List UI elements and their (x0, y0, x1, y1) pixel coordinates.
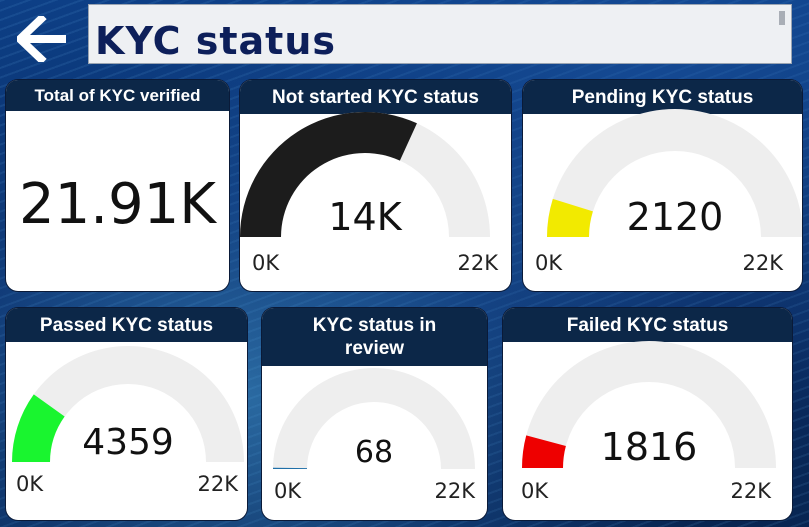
gauge-max-label: 22K (458, 251, 500, 275)
card-title: Passed KYC status (6, 308, 247, 342)
gauge-max-label: 22K (743, 251, 785, 275)
gauge-min-label: 0K (274, 479, 302, 503)
kpi-value: 21.91K (18, 172, 217, 237)
gauge-fill (273, 467, 308, 469)
gauge-track (547, 109, 802, 237)
gauge-fill (240, 112, 417, 237)
gauge-card-passed: Passed KYC status 4359 0K 22K (6, 308, 247, 520)
gauge-chart: 1816 0K 22K (521, 341, 776, 503)
gauge-value: 2120 (627, 195, 724, 239)
gauge-min-label: 0K (535, 251, 563, 275)
gauge-card-pending: Pending KYC status 2120 0K 22K (523, 80, 802, 291)
card-title: Total of KYC verified (6, 80, 229, 111)
gauge-card-not-started: Not started KYC status 14K 0K 22K (240, 80, 511, 291)
gauge-min-label: 0K (252, 251, 280, 275)
gauge-min-label: 0K (521, 479, 549, 503)
arrow-left-icon (17, 16, 66, 62)
gauge-value: 14K (328, 195, 402, 239)
gauge-fill (522, 435, 566, 468)
gauge-max-label: 22K (435, 479, 477, 503)
title-bar: KYC status (88, 4, 792, 64)
kpi-card-total-verified: Total of KYC verified 21.91K (6, 80, 229, 291)
card-title: Pending KYC status (523, 80, 802, 114)
gauge-track (273, 368, 475, 469)
card-title: Not started KYC status (240, 80, 511, 114)
gauge-track (522, 341, 776, 468)
gauge-value: 4359 (82, 422, 174, 463)
gauge-chart: 68 0K 22K (273, 368, 477, 503)
gauge-fill (547, 198, 593, 237)
gauge-chart: 2120 0K 22K (535, 109, 802, 275)
gauge-chart: 4359 0K 22K (12, 346, 244, 496)
gauge-max-label: 22K (198, 472, 240, 496)
gauge-max-label: 22K (731, 479, 773, 503)
scrollbar[interactable] (779, 11, 785, 25)
page-title: KYC status (95, 19, 336, 63)
gauge-track (12, 346, 244, 462)
gauge-value: 68 (355, 435, 393, 470)
gauge-value: 1816 (601, 425, 698, 469)
card-title: KYC status in review (262, 308, 487, 366)
card-title: Failed KYC status (503, 308, 792, 342)
gauge-chart: 14K 0K 22K (240, 112, 500, 275)
gauge-card-failed: Failed KYC status 1816 0K 22K (503, 308, 792, 520)
back-button[interactable] (8, 8, 78, 70)
gauge-fill (12, 394, 65, 462)
gauge-min-label: 0K (16, 472, 44, 496)
gauge-card-in-review: KYC status in review 68 0K 22K (262, 308, 487, 520)
